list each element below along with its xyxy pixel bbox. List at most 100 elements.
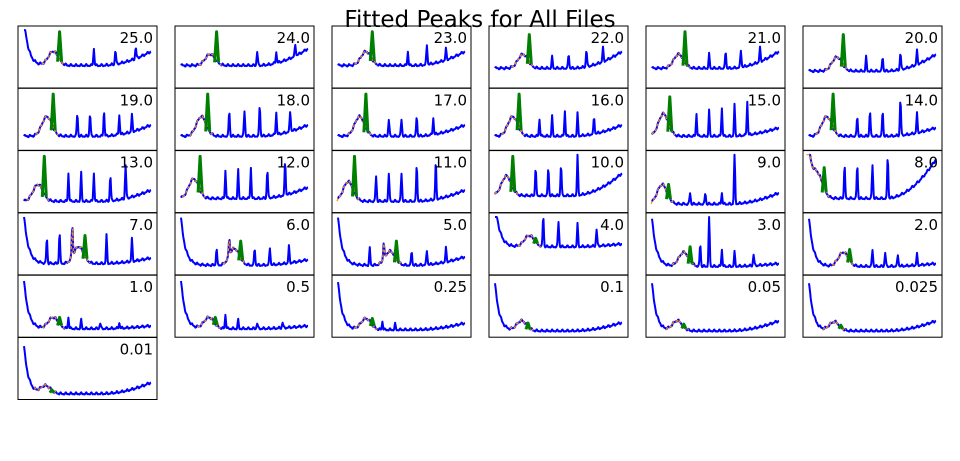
- panel-17: 8.0: [802, 150, 943, 214]
- panel-label: 23.0: [434, 29, 467, 47]
- panel-18: 7.0: [17, 212, 158, 276]
- fitted-peak: [368, 30, 376, 62]
- panel-19: 6.0: [174, 212, 315, 276]
- signal-trace: [494, 216, 623, 249]
- signal-trace: [808, 153, 937, 201]
- fit-curve: [197, 315, 221, 329]
- panel-label: 21.0: [748, 29, 781, 47]
- fit-curve: [354, 49, 378, 66]
- panel-22: 3.0: [645, 212, 786, 276]
- signal-trace: [651, 45, 780, 71]
- panel-21: 4.0: [488, 212, 629, 276]
- fitted-peak: [829, 92, 837, 131]
- figure-title: Fitted Peaks for All Files: [344, 7, 615, 33]
- fitted-peak: [509, 154, 517, 192]
- signal-trace: [180, 43, 309, 68]
- panel-29: 0.025: [802, 274, 943, 338]
- fitted-peak: [351, 154, 358, 197]
- fit-curve: [825, 55, 849, 71]
- panel-6: 19.0: [17, 87, 158, 151]
- panel-label: 0.025: [895, 278, 938, 296]
- panel-label: 10.0: [591, 154, 624, 172]
- fitted-peak: [49, 92, 57, 131]
- fitted-peak: [820, 166, 828, 193]
- fitted-peak: [665, 182, 672, 200]
- panel-label: 9.0: [757, 154, 781, 172]
- panel-label: 5.0: [443, 216, 467, 234]
- signal-trace: [180, 107, 309, 139]
- fit-curve: [651, 111, 676, 136]
- fit-curve: [354, 316, 378, 330]
- fit-curve: [815, 115, 839, 136]
- fitted-peak: [48, 388, 56, 394]
- panel-24: 1.0: [17, 274, 158, 338]
- fitted-peak: [666, 95, 674, 132]
- panel-0: 25.0: [17, 25, 158, 89]
- signal-trace: [337, 44, 466, 68]
- signal-trace: [808, 218, 937, 269]
- panel-4: 21.0: [645, 25, 786, 89]
- signal-trace: [180, 217, 309, 268]
- fitted-peak: [237, 239, 245, 261]
- fit-curve: [666, 52, 691, 68]
- fitted-peak: [211, 315, 219, 326]
- panel-label: 6.0: [286, 216, 310, 234]
- panel-label: 7.0: [129, 216, 153, 234]
- signal-trace: [23, 112, 152, 139]
- panel-label: 0.05: [748, 278, 781, 296]
- panel-30: 0.01: [17, 337, 158, 400]
- panel-5: 20.0: [802, 25, 943, 89]
- panel-26: 0.25: [331, 274, 472, 338]
- panel-label: 22.0: [591, 29, 624, 47]
- panel-label: 11.0: [434, 154, 467, 172]
- panel-label: 12.0: [277, 154, 310, 172]
- fit-curve: [35, 115, 59, 136]
- panel-label: 15.0: [748, 91, 781, 109]
- panel-grid: 25.0 24.0 23.0 22.0 21.0 20.0 19.0 18.0 17.0 16.0…: [17, 25, 943, 400]
- panel-label: 8.0: [914, 154, 938, 172]
- fitted-peak: [204, 92, 212, 132]
- panel-label: 2.0: [914, 216, 938, 234]
- fitted-peak: [56, 30, 64, 62]
- panel-label: 0.1: [600, 278, 624, 296]
- panel-frame: [331, 274, 472, 338]
- panel-label: 24.0: [277, 29, 310, 47]
- panel-7: 18.0: [174, 87, 315, 151]
- panel-3: 22.0: [488, 25, 629, 89]
- panel-15: 10.0: [488, 150, 629, 214]
- fitted-peak: [839, 33, 847, 67]
- fitted-peak: [525, 33, 533, 64]
- signal-trace: [494, 283, 623, 333]
- fitted-peak: [846, 248, 854, 263]
- fit-curve: [41, 50, 65, 66]
- panel-frame: [488, 274, 629, 338]
- fitted-peak: [196, 154, 204, 193]
- panel-label: 16.0: [591, 91, 624, 109]
- fit-curve: [806, 154, 830, 198]
- panel-label: 13.0: [120, 154, 153, 172]
- fitted-peak: [532, 236, 540, 245]
- fitted-peak: [392, 239, 400, 263]
- fit-curve: [222, 240, 246, 265]
- fitted-peak: [368, 317, 376, 327]
- fitted-peak: [515, 92, 523, 131]
- panel-label: 1.0: [129, 278, 153, 296]
- fitted-peak: [680, 322, 688, 330]
- fit-curve: [671, 250, 696, 267]
- panel-label: 19.0: [120, 91, 153, 109]
- panel-label: 20.0: [905, 29, 938, 47]
- panel-label: 4.0: [600, 216, 624, 234]
- panel-8: 17.0: [331, 87, 472, 151]
- panel-label: 0.5: [286, 278, 310, 296]
- panel-frame: [645, 274, 786, 338]
- fitted-peak: [686, 245, 694, 264]
- panel-11: 14.0: [802, 87, 943, 151]
- panel-label: 14.0: [905, 91, 938, 109]
- signal-trace: [337, 114, 466, 139]
- panel-frame: [802, 274, 943, 338]
- panel-27: 0.1: [488, 274, 629, 338]
- signal-trace: [494, 45, 623, 71]
- panel-14: 11.0: [331, 150, 472, 214]
- signal-trace: [651, 100, 780, 139]
